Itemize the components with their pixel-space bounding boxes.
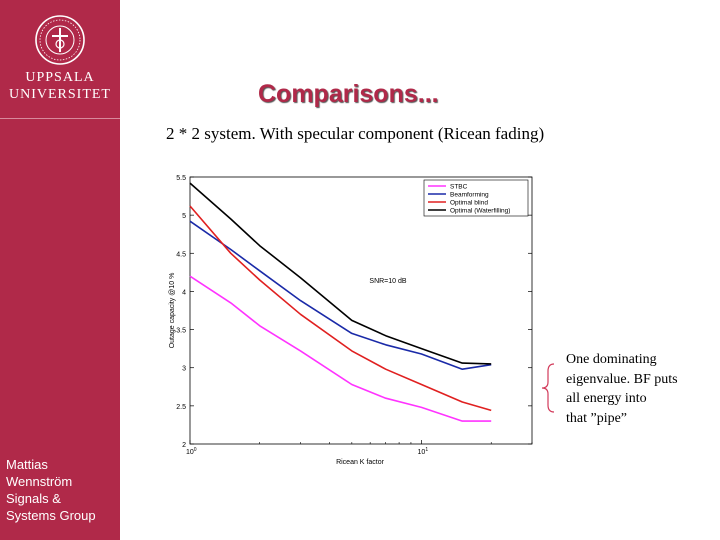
author-block: Mattias Wennström Signals & Systems Grou… [6,456,96,524]
y-tick-label: 2.5 [176,404,186,411]
y-tick-label: 3 [182,366,186,373]
x-tick-exponent: 1 [425,447,428,453]
author-line: Mattias [6,457,48,472]
author-line: Wennström [6,474,73,489]
snr-annotation: SNR=10 dB [369,278,406,285]
university-name-line2: UNIVERSITET [9,87,111,102]
annotation-note: One dominating eigenvalue. BF puts all e… [566,350,678,428]
author-line: Systems Group [6,508,96,523]
legend-label: Optimal (Waterfilling) [450,208,510,215]
note-line: One dominating [566,352,657,367]
note-line: all energy into [566,391,647,406]
university-seal-icon [35,15,85,65]
y-tick-label: 4 [182,289,186,296]
note-line: that ”pipe” [566,410,628,426]
series-line [189,182,492,365]
y-tick-label: 2 [182,442,186,449]
y-tick-label: 4.5 [176,251,186,258]
legend-label: Optimal blind [450,200,488,207]
plot-frame [189,176,533,445]
y-tick-label: 5 [182,213,186,220]
series-line [189,275,492,422]
legend-label: STBC [450,184,468,191]
x-tick-label: 100 [186,447,197,456]
slide-title: Comparisons... [258,80,439,108]
author-line: Signals & [6,491,61,506]
sidebar-divider [0,118,120,119]
series-line [189,220,492,370]
x-tick-base: 10 [186,449,194,456]
y-axis-label: Outage capacity @10 % [169,273,176,349]
university-name-line1: UPPSALA [25,70,95,85]
slide-subtitle: 2 * 2 system. With specular component (R… [166,124,545,143]
brace-icon [541,363,555,413]
series-line [189,205,492,412]
legend-label: Beamforming [450,192,489,199]
x-tick-base: 10 [418,449,426,456]
y-tick-label: 3.5 [176,328,186,335]
x-tick-exponent: 0 [194,447,197,453]
sidebar: UPPSALA UNIVERSITET Mattias Wennström Si… [0,0,120,540]
x-tick-label: 101 [418,447,429,456]
x-axis-label: Ricean K factor [336,459,385,466]
note-line: eigenvalue. BF puts [566,371,678,387]
y-tick-label: 5.5 [176,175,186,182]
